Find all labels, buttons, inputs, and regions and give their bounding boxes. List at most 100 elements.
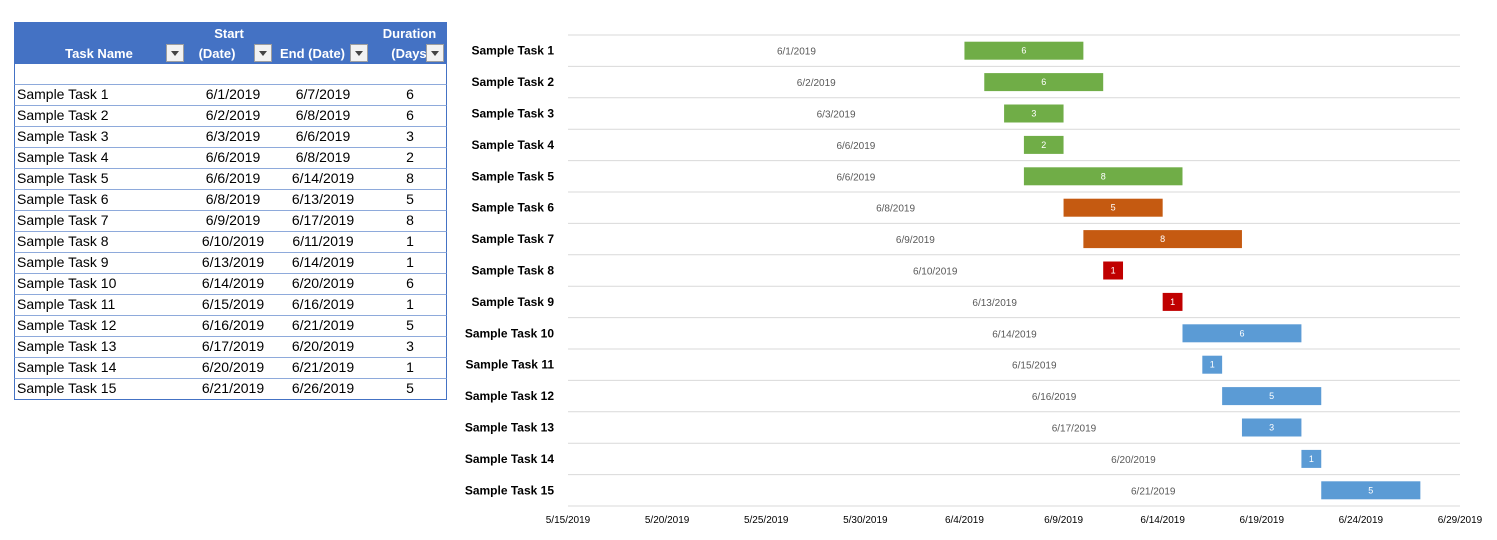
bar-duration-label: 8 — [1160, 234, 1165, 244]
header-task-name: Task Name — [14, 22, 184, 64]
start-date-label: 6/20/2019 — [1111, 455, 1156, 466]
table-row[interactable]: Sample Task 3 6/3/2019 6/6/2019 3 — [14, 127, 447, 148]
table-row[interactable]: Sample Task 6 6/8/2019 6/13/2019 5 — [14, 190, 447, 211]
bar-duration-label: 3 — [1031, 109, 1036, 119]
cell-duration: 8 — [406, 170, 414, 186]
cell-end: 6/21/2019 — [291, 317, 355, 333]
x-tick-label: 5/30/2019 — [843, 515, 888, 526]
x-tick-label: 5/20/2019 — [645, 515, 690, 526]
bar-duration-label: 5 — [1368, 485, 1373, 495]
filter-dropdown-end[interactable] — [350, 44, 368, 62]
cell-end: 6/13/2019 — [291, 191, 355, 207]
cell-end: 6/17/2019 — [291, 212, 355, 228]
x-tick-label: 5/25/2019 — [744, 515, 789, 526]
bar-duration-label: 1 — [1309, 454, 1314, 464]
cell-start: 6/15/2019 — [201, 296, 265, 312]
task-label: Sample Task 10 — [465, 326, 554, 340]
cell-task-name: Sample Task 15 — [17, 380, 117, 396]
start-date-label: 6/3/2019 — [817, 110, 856, 121]
task-bar — [1202, 355, 1223, 374]
header-task-name-label: Task Name — [65, 46, 133, 61]
cell-task-name: Sample Task 3 — [17, 128, 109, 144]
bars — [964, 41, 1421, 500]
table-row[interactable]: Sample Task 13 6/17/2019 6/20/2019 3 — [14, 337, 447, 358]
task-bar — [1241, 418, 1302, 437]
cell-end: 6/14/2019 — [291, 254, 355, 270]
start-date-label: 6/6/2019 — [836, 172, 875, 183]
cell-end: 6/8/2019 — [295, 107, 351, 123]
start-date-label: 6/1/2019 — [777, 47, 816, 58]
task-label: Sample Task 13 — [465, 421, 554, 435]
table-row[interactable]: Sample Task 12 6/16/2019 6/21/2019 5 — [14, 316, 447, 337]
start-date-label: 6/9/2019 — [896, 235, 935, 246]
table-row[interactable]: Sample Task 2 6/2/2019 6/8/2019 6 — [14, 106, 447, 127]
bar-duration-label: 6 — [1041, 77, 1046, 87]
cell-duration: 2 — [406, 149, 414, 165]
table-row[interactable]: Sample Task 9 6/13/2019 6/14/2019 1 — [14, 253, 447, 274]
header-start-label-2: (Date) — [198, 46, 236, 61]
task-label: Sample Task 11 — [466, 358, 555, 372]
start-date-label: 6/15/2019 — [1012, 361, 1057, 372]
task-bar — [1023, 135, 1064, 154]
task-label: Sample Task 8 — [472, 264, 555, 278]
table-row[interactable]: Sample Task 15 6/21/2019 6/26/2019 5 — [14, 379, 447, 400]
cell-start: 6/20/2019 — [201, 359, 265, 375]
bar-duration-label: 2 — [1041, 140, 1046, 150]
cell-duration: 6 — [406, 86, 414, 102]
cell-task-name: Sample Task 12 — [17, 317, 117, 333]
x-tick-label: 5/15/2019 — [546, 515, 591, 526]
table-row[interactable]: Sample Task 7 6/9/2019 6/17/2019 8 — [14, 211, 447, 232]
cell-task-name: Sample Task 1 — [17, 86, 109, 102]
start-date-label: 6/10/2019 — [913, 267, 958, 278]
start-date-labels: 6/1/2019 6/2/2019 6/3/2019 6/6/2019 6/6/2019… — [777, 47, 1176, 498]
cell-start: 6/3/2019 — [205, 128, 261, 144]
cell-duration: 1 — [406, 296, 414, 312]
task-label: Sample Task 6 — [472, 201, 555, 215]
cell-duration: 3 — [406, 338, 414, 354]
table-row[interactable]: Sample Task 11 6/15/2019 6/16/2019 1 — [14, 295, 447, 316]
start-date-label: 6/14/2019 — [992, 329, 1037, 340]
cell-duration: 6 — [406, 275, 414, 291]
cell-task-name: Sample Task 6 — [17, 191, 109, 207]
cell-duration: 3 — [406, 128, 414, 144]
task-label: Sample Task 7 — [472, 232, 555, 246]
cell-start: 6/6/2019 — [205, 149, 261, 165]
header-duration: Duration (Days) — [372, 22, 447, 64]
cell-task-name: Sample Task 5 — [17, 170, 109, 186]
start-date-label: 6/6/2019 — [836, 141, 875, 152]
task-label: Sample Task 12 — [465, 389, 554, 403]
category-labels: Sample Task 1 Sample Task 2 Sample Task 3 S… — [465, 44, 554, 498]
cell-task-name: Sample Task 10 — [17, 275, 117, 291]
table-header: Task Name Start (Date) End (Date) Durati… — [14, 22, 447, 64]
task-table: Task Name Start (Date) End (Date) Durati… — [14, 22, 447, 400]
cell-end: 6/11/2019 — [292, 233, 354, 249]
table-row[interactable]: Sample Task 4 6/6/2019 6/8/2019 2 — [14, 148, 447, 169]
cell-end: 6/8/2019 — [295, 149, 351, 165]
table-row[interactable]: Sample Task 10 6/14/2019 6/20/2019 6 — [14, 274, 447, 295]
table-row[interactable]: Sample Task 14 6/20/2019 6/21/2019 1 — [14, 358, 447, 379]
cell-duration: 1 — [406, 233, 414, 249]
cell-start: 6/6/2019 — [205, 170, 261, 186]
cell-end: 6/21/2019 — [291, 359, 355, 375]
filter-dropdown-task-name[interactable] — [166, 44, 184, 62]
table-row[interactable]: Sample Task 8 6/10/2019 6/11/2019 1 — [14, 232, 447, 253]
cell-task-name: Sample Task 14 — [17, 359, 117, 375]
task-bar — [1083, 230, 1242, 249]
bar-duration-label: 1 — [1210, 360, 1215, 370]
filter-dropdown-start[interactable] — [254, 44, 272, 62]
cell-start: 6/21/2019 — [201, 380, 265, 396]
x-tick-label: 6/14/2019 — [1140, 515, 1185, 526]
cell-start: 6/8/2019 — [205, 191, 261, 207]
table-row[interactable]: Sample Task 1 6/1/2019 6/7/2019 6 — [14, 85, 447, 106]
table-row[interactable]: Sample Task 5 6/6/2019 6/14/2019 8 — [14, 169, 447, 190]
task-bar — [1301, 449, 1322, 468]
filter-dropdown-duration[interactable] — [426, 44, 444, 62]
table-body: Sample Task 1 6/1/2019 6/7/2019 6 Sample Tas… — [14, 85, 447, 400]
cell-end: 6/20/2019 — [291, 338, 355, 354]
start-date-label: 6/2/2019 — [797, 78, 836, 89]
task-bar — [1321, 481, 1421, 500]
cell-duration: 1 — [406, 359, 414, 375]
task-bar — [1004, 104, 1064, 123]
